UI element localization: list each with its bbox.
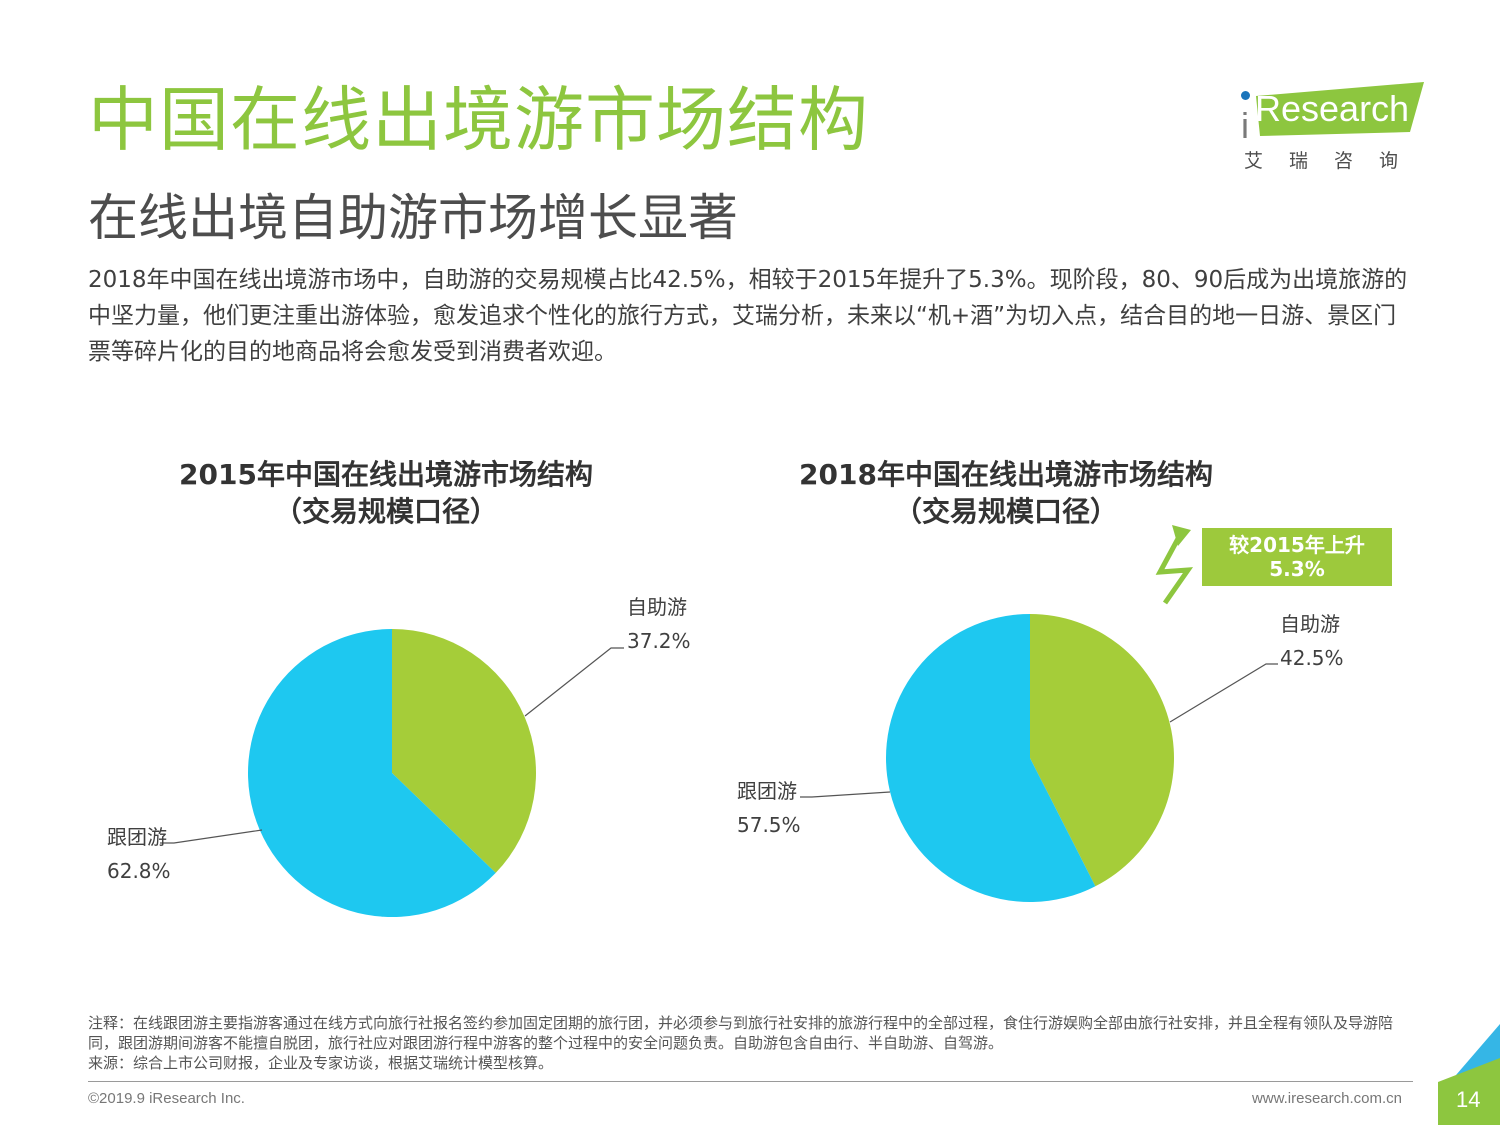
label-2015-group-value: 62.8% — [107, 859, 171, 883]
chart-2018-title-block: 2018年中国在线出境游市场结构 （交易规模口径） — [746, 456, 1266, 530]
source-text: 来源：综合上市公司财报，企业及专家访谈，根据艾瑞统计模型核算。 — [88, 1054, 554, 1072]
chart-2015-subtitle: （交易规模口径） — [273, 495, 498, 528]
pie-chart-2015 — [247, 629, 536, 917]
label-2015-self: 自助游 37.2% — [627, 590, 691, 658]
description-paragraph: 2018年中国在线出境游市场中，自助游的交易规模占比42.5%，相较于2015年… — [88, 267, 1408, 365]
label-2015-group: 跟团游 62.8% — [107, 820, 171, 888]
corner-decoration-green — [1438, 1058, 1500, 1125]
footer-divider — [88, 1081, 1413, 1082]
logo-wordmark: Research — [1255, 88, 1410, 129]
label-2015-self-value: 37.2% — [627, 629, 691, 653]
pie-slice-2015-self-guided — [392, 629, 536, 873]
chart-2015-title: 2015年中国在线出境游市场结构 — [179, 458, 593, 491]
pie-slice-2015-group-tour — [247, 629, 496, 917]
leader-line-2015-self — [524, 647, 624, 717]
rise-arrow-icon — [1155, 525, 1194, 605]
leader-line-2018-self — [1169, 663, 1278, 723]
pie-slice-2018-self-guided — [1030, 614, 1174, 887]
copyright-text: ©2019.9 iResearch Inc. — [88, 1090, 245, 1107]
footer-notes: 注释：在线跟团游主要指游客通过在线方式向旅行社报名签约参加固定团期的旅行团，并必… — [88, 1013, 1413, 1073]
label-2015-group-name: 跟团游 — [107, 825, 167, 849]
logo-i-letter: i — [1241, 105, 1249, 146]
chart-2018-subtitle: （交易规模口径） — [893, 495, 1118, 528]
growth-badge-line2: 5.3% — [1269, 557, 1325, 581]
leader-line-2015-group — [160, 829, 263, 844]
chart-2018-title: 2018年中国在线出境游市场结构 — [799, 458, 1213, 491]
logo-chinese-name: 艾瑞咨询 — [1244, 150, 1425, 172]
website-text: www.iresearch.com.cn — [1251, 1090, 1402, 1107]
footnote-text: 注释：在线跟团游主要指游客通过在线方式向旅行社报名签约参加固定团期的旅行团，并必… — [88, 1014, 1394, 1052]
pie-slice-2018-group-tour — [885, 614, 1096, 902]
growth-badge-line1: 较2015年上升 — [1229, 533, 1365, 557]
label-2015-self-name: 自助游 — [627, 595, 687, 619]
label-2018-self-name: 自助游 — [1280, 612, 1340, 636]
page-number: 14 — [1456, 1087, 1481, 1112]
growth-badge: 较2015年上升 5.3% — [1202, 528, 1392, 586]
pie-chart-2018 — [885, 614, 1174, 902]
label-2018-self-value: 42.5% — [1280, 646, 1344, 670]
logo-dot-icon — [1241, 91, 1250, 100]
page-title: 中国在线出境游市场结构 — [88, 79, 869, 161]
leader-line-2018-group — [800, 791, 891, 798]
iresearch-logo — [1256, 82, 1424, 136]
label-2018-group-name: 跟团游 — [737, 779, 797, 803]
page-subtitle: 在线出境自助游市场增长显著 — [88, 189, 738, 247]
label-2018-group: 跟团游 57.5% — [737, 774, 801, 842]
chart-2015-title-block: 2015年中国在线出境游市场结构 （交易规模口径） — [126, 456, 646, 530]
label-2018-group-value: 57.5% — [737, 813, 801, 837]
label-2018-self: 自助游 42.5% — [1280, 607, 1344, 675]
